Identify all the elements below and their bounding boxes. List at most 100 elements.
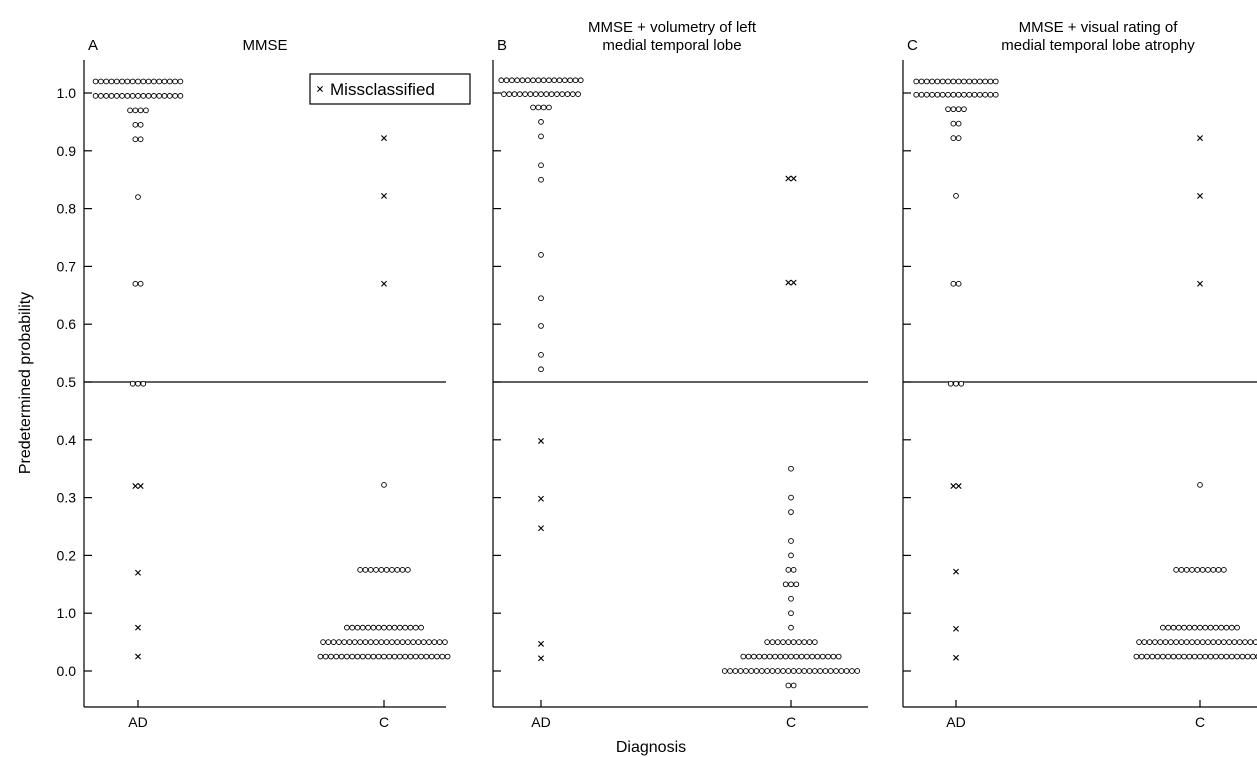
classified-point xyxy=(766,653,773,660)
classified-point xyxy=(556,77,563,84)
classified-point xyxy=(325,639,332,645)
classified-point xyxy=(1220,639,1227,645)
classified-point xyxy=(498,77,505,84)
classified-point xyxy=(764,639,771,645)
classified-point xyxy=(1197,482,1203,488)
classified-point xyxy=(950,280,957,287)
classified-point xyxy=(538,366,544,373)
classified-point xyxy=(423,653,430,660)
classified-point xyxy=(782,653,789,660)
classified-point xyxy=(955,120,962,127)
classified-point xyxy=(538,91,544,98)
classified-point xyxy=(1220,566,1227,573)
classified-point xyxy=(132,136,139,143)
classified-point xyxy=(1167,639,1174,645)
classified-point xyxy=(344,653,350,660)
classified-point xyxy=(386,653,393,660)
classified-point xyxy=(982,91,989,98)
classified-point xyxy=(132,121,139,128)
misclassified-point xyxy=(132,483,139,490)
classified-point xyxy=(1194,639,1201,645)
classified-point xyxy=(1144,653,1150,660)
classified-point xyxy=(788,494,794,501)
classified-point xyxy=(431,639,438,645)
classified-point xyxy=(955,78,962,85)
classified-point xyxy=(538,295,544,302)
classified-point xyxy=(1183,639,1190,645)
classified-point xyxy=(1194,566,1201,573)
classified-point xyxy=(98,93,104,99)
legend-label: Missclassified xyxy=(330,80,435,99)
classified-point xyxy=(564,91,571,98)
classified-point xyxy=(939,91,946,98)
classified-point xyxy=(934,91,941,98)
classified-point xyxy=(333,653,340,660)
classified-point xyxy=(780,668,786,674)
classified-point xyxy=(108,78,115,85)
panel-title-line: MMSE + visual rating of xyxy=(1019,19,1179,36)
classified-point xyxy=(320,639,326,645)
classified-point xyxy=(113,93,120,99)
classified-point xyxy=(177,78,184,85)
classified-point xyxy=(923,91,930,98)
classified-point xyxy=(966,78,973,85)
classified-point xyxy=(1223,653,1230,660)
classified-point xyxy=(913,91,920,98)
classified-point xyxy=(506,91,513,98)
classified-point xyxy=(1202,624,1209,631)
classified-point xyxy=(1197,624,1203,631)
classified-point xyxy=(129,380,136,387)
classified-point xyxy=(336,639,342,645)
classified-point xyxy=(511,91,518,98)
classified-point xyxy=(1231,639,1238,645)
classified-point xyxy=(1181,624,1187,631)
classified-point xyxy=(341,639,348,645)
classified-point xyxy=(522,91,528,98)
y-tick-label: 0.7 xyxy=(57,258,77,274)
classified-point xyxy=(161,93,168,99)
classified-point xyxy=(753,668,760,674)
classified-point xyxy=(538,119,544,125)
classified-point xyxy=(1183,566,1190,573)
classified-point xyxy=(806,639,813,645)
classified-point xyxy=(806,668,813,674)
classified-point xyxy=(732,668,739,674)
classified-point xyxy=(538,351,544,358)
classified-point xyxy=(1146,639,1153,645)
classified-point xyxy=(1199,566,1206,573)
classified-point xyxy=(1218,653,1225,660)
classified-point xyxy=(359,653,366,660)
classified-point xyxy=(1250,653,1256,660)
classified-point xyxy=(1228,624,1235,631)
classified-point xyxy=(532,91,539,98)
x-axis-title: Diagnosis xyxy=(616,739,686,756)
classified-point xyxy=(349,624,356,631)
classified-point xyxy=(567,77,574,84)
misclassified-point xyxy=(790,279,797,286)
classified-point xyxy=(1205,639,1211,645)
classified-point xyxy=(955,135,962,141)
classified-point xyxy=(516,91,523,98)
classified-point xyxy=(135,78,141,85)
classified-point xyxy=(788,538,794,544)
classified-point xyxy=(362,639,369,645)
legend-box xyxy=(309,73,471,105)
classified-point xyxy=(1242,639,1248,645)
classified-point xyxy=(1213,653,1219,660)
classified-point xyxy=(412,653,419,660)
classified-point xyxy=(843,668,850,674)
classified-point xyxy=(569,91,576,98)
classified-point xyxy=(785,566,792,573)
classified-point xyxy=(801,639,808,645)
classified-point xyxy=(1165,624,1172,631)
y-tick-label: 0.9 xyxy=(57,143,77,159)
classified-point xyxy=(166,78,173,85)
classified-point xyxy=(119,78,125,85)
classified-point xyxy=(992,91,999,98)
misclassified-point xyxy=(135,624,141,631)
classified-point xyxy=(774,668,781,674)
classified-point xyxy=(434,653,440,660)
classified-point xyxy=(811,668,818,674)
classified-point xyxy=(92,93,99,99)
classified-point xyxy=(945,106,951,113)
